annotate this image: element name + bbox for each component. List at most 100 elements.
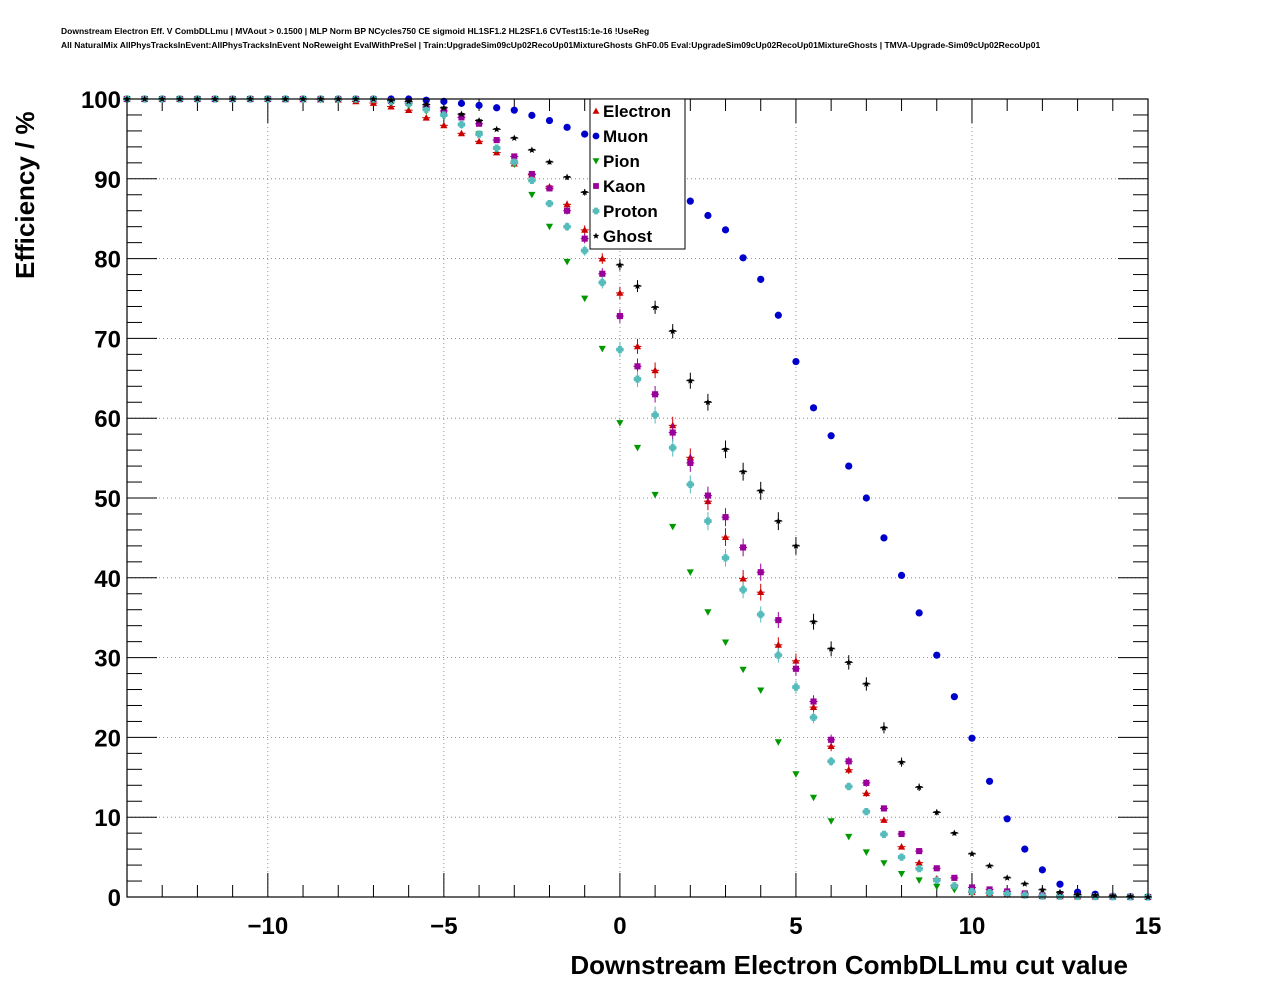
data-point-kaon [669, 429, 676, 436]
legend: Electron Muon Pion Kaon Proton Ghost [589, 98, 686, 250]
data-point-pion [633, 444, 642, 452]
data-point-pion [686, 569, 694, 576]
data-point-kaon [951, 874, 958, 881]
data-point-muon [1021, 845, 1029, 853]
data-point-electron [563, 200, 571, 208]
data-point-ghost [458, 110, 465, 118]
data-point-proton [545, 199, 554, 208]
data-point-proton [1038, 892, 1046, 900]
data-point-kaon [757, 569, 764, 576]
data-point-muon [475, 101, 483, 109]
y-tick-label: 10 [94, 805, 121, 832]
data-point-proton [457, 120, 466, 129]
data-point-proton [616, 345, 624, 354]
axis-ticks [126, 98, 1149, 898]
tick-labels: −10 −5 0 5 10 15 0 10 20 30 40 50 60 70 80 90 100 [81, 87, 1161, 940]
data-point-muon [880, 534, 888, 542]
data-point-muon [739, 254, 747, 262]
data-point-muon [774, 311, 782, 319]
legend-marker-electron [592, 107, 600, 114]
data-point-electron [475, 137, 483, 145]
x-tick-label: 5 [789, 913, 802, 940]
data-point-ghost [950, 829, 958, 837]
data-point-proton [651, 411, 659, 419]
data-point-muon [1038, 866, 1046, 874]
data-point-kaon [616, 312, 623, 320]
data-point-kaon [775, 617, 782, 624]
data-point-proton [792, 683, 800, 691]
data-point-proton [757, 610, 765, 619]
data-point-muon [809, 404, 818, 412]
data-point-pion [563, 258, 571, 266]
data-point-pion [598, 345, 606, 353]
y-tick-label: 0 [108, 885, 121, 912]
data-point-kaon [845, 758, 852, 765]
chart-title-line-2: All NaturalMix AllPhysTracksInEvent:AllP… [61, 40, 1041, 50]
data-point-ghost [722, 445, 729, 453]
data-point-ghost [757, 487, 765, 494]
data-point-muon [563, 123, 571, 131]
data-point-ghost [475, 116, 483, 124]
y-tick-label: 80 [94, 247, 121, 274]
data-point-proton [915, 865, 923, 873]
data-point-kaon [810, 698, 817, 705]
data-point-proton [686, 480, 694, 489]
data-point-kaon [440, 107, 447, 115]
data-point-electron [721, 533, 730, 540]
data-point-electron [633, 342, 642, 350]
x-axis-label: Downstream Electron CombDLLmu cut value [570, 950, 1128, 980]
data-point-muon [827, 432, 835, 440]
data-point-ghost [1126, 892, 1134, 900]
data-point-kaon [740, 544, 747, 551]
data-point-ghost [792, 542, 800, 549]
data-point-ghost [810, 618, 817, 625]
data-point-ghost [739, 468, 747, 475]
data-point-muon [757, 275, 765, 283]
legend-label-kaon: Kaon [603, 177, 646, 196]
legend-marker-pion [592, 158, 600, 165]
y-tick-label: 100 [81, 87, 121, 114]
data-point-muon [510, 106, 518, 114]
data-point-electron [616, 289, 624, 296]
data-point-proton [985, 889, 994, 897]
data-point-electron [598, 255, 606, 262]
data-point-proton [827, 757, 835, 765]
data-point-pion [704, 609, 712, 616]
data-point-ghost [845, 658, 853, 666]
data-point-kaon [722, 514, 729, 521]
data-point-muon [721, 226, 730, 234]
data-point-electron [880, 816, 888, 823]
data-point-ghost [862, 680, 870, 687]
data-point-electron [827, 742, 835, 750]
data-point-muon [528, 111, 536, 119]
data-point-ghost [581, 188, 589, 196]
data-point-pion [915, 877, 923, 884]
data-point-muon [915, 609, 923, 617]
data-point-proton [862, 808, 870, 816]
legend-label-electron: Electron [603, 102, 671, 121]
data-point-ghost [1056, 888, 1064, 896]
data-point-proton [563, 223, 571, 231]
x-tick-label: 15 [1135, 913, 1162, 940]
data-point-muon [704, 211, 712, 220]
data-point-ghost [563, 173, 571, 181]
x-tick-label: −10 [247, 913, 288, 940]
data-point-kaon [564, 207, 571, 214]
data-point-ghost [704, 398, 712, 406]
y-tick-label: 90 [94, 167, 121, 194]
data-point-proton [774, 651, 782, 659]
data-point-proton [493, 144, 501, 152]
data-point-kaon [828, 736, 835, 743]
data-point-muon [545, 116, 554, 125]
legend-marker-kaon [593, 183, 599, 189]
data-point-kaon [792, 665, 799, 672]
data-point-ghost [986, 862, 993, 869]
data-point-proton [669, 444, 677, 452]
data-point-proton [845, 782, 853, 791]
data-point-proton [422, 105, 430, 113]
data-point-proton [1003, 890, 1011, 898]
data-point-proton [510, 158, 518, 166]
data-point-kaon [493, 137, 500, 144]
data-point-electron [440, 121, 448, 129]
legend-marker-muon [592, 132, 600, 140]
